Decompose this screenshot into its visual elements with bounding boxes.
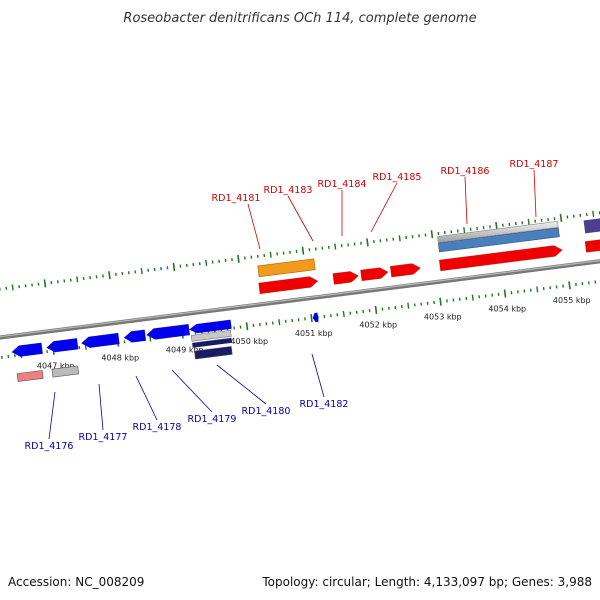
gene-label: RD1_4181 <box>212 193 261 204</box>
gene-label: RD1_4179 <box>188 414 237 425</box>
gene-feature-strip <box>194 346 233 360</box>
leader-line <box>247 203 261 250</box>
tick-mark-outer <box>76 276 79 283</box>
tick-mark-outer <box>592 210 595 217</box>
leader-line <box>370 182 398 233</box>
gene-label: RD1_4178 <box>133 422 182 433</box>
leader-line <box>135 375 158 421</box>
genome-backbone <box>0 259 600 340</box>
leader-line <box>216 364 267 405</box>
tick-mark-outer <box>398 235 401 242</box>
tick-mark-outer <box>205 259 208 266</box>
leader-line <box>287 195 314 242</box>
tick-mark-outer <box>11 284 14 291</box>
tick-mark-inner <box>536 286 539 293</box>
gene-feature-strip <box>51 365 80 378</box>
gene-feature-strip <box>192 337 233 348</box>
tick-label: 4054 kbp <box>488 304 526 313</box>
tick-mark-inner <box>310 314 313 323</box>
tick-label: 4048 kbp <box>101 354 139 363</box>
genes <box>11 218 600 382</box>
gene-label: RD1_4185 <box>373 172 422 183</box>
tick-mark-outer <box>43 279 47 288</box>
tick-mark-outer <box>172 262 176 272</box>
map-title: Roseobacter denitrificans OCh 114, compl… <box>123 11 476 26</box>
gene-feature-strip <box>583 218 600 234</box>
tick-marks: 4047 kbp 4048 kbp 4049 kbp 4050 kbp 4051 kbp… <box>0 210 600 371</box>
gene-arrow-plus <box>438 245 563 272</box>
tick-mark-outer <box>334 243 337 250</box>
tick-mark-outer <box>301 246 305 255</box>
gene-arrow-minus <box>81 332 120 348</box>
tick-label: 4053 kbp <box>424 313 462 322</box>
gene-arrow-plus <box>258 276 319 295</box>
gene-label: RD1_4182 <box>300 399 349 410</box>
summary-text: Topology: circular; Length: 4,133,097 bp… <box>261 575 592 589</box>
gene-arrow-plus <box>332 271 359 285</box>
tick-mark-outer <box>140 268 143 275</box>
tick-label: 4050 kbp <box>230 337 268 346</box>
tick-mark-inner <box>245 322 249 331</box>
gene-feature-strip <box>190 330 232 342</box>
gene-arrow-plus <box>360 267 389 282</box>
tick-mark-outer <box>463 227 466 234</box>
gene-arrow-minus <box>188 319 232 334</box>
leader-line <box>464 176 468 225</box>
gene-label: RD1_4180 <box>242 406 291 417</box>
leader-line <box>98 383 104 431</box>
tick-mark-outer <box>237 254 240 263</box>
tick-mark-outer <box>430 230 434 239</box>
leader-line <box>311 353 325 398</box>
tick-mark-inner <box>568 281 571 290</box>
gene-label: RD1_4187 <box>510 159 559 170</box>
tick-label: 4049 kbp <box>166 345 204 354</box>
tick-mark-outer <box>559 213 563 222</box>
gene-arrow-minus <box>312 312 319 323</box>
leader-line <box>48 391 56 440</box>
tick-mark-outer <box>269 251 272 258</box>
accession-text: Accession: NC_008209 <box>8 575 144 589</box>
tick-mark-outer <box>495 221 498 231</box>
gene-label: RD1_4176 <box>25 441 74 452</box>
gene-feature-strip <box>437 227 560 253</box>
tick-mark-inner <box>471 294 474 301</box>
tick-mark-outer <box>366 238 369 247</box>
tick-label: 4051 kbp <box>295 329 333 338</box>
gene-arrow-minus <box>123 329 147 343</box>
tick-label: 4055 kbp <box>553 296 591 305</box>
gene-arrow-plus <box>584 239 600 253</box>
gene-label: RD1_4184 <box>318 179 367 190</box>
tick-mark-outer <box>527 218 530 226</box>
gene-label: RD1_4186 <box>441 166 490 177</box>
leader-line <box>533 169 537 218</box>
gene-label: RD1_4177 <box>79 432 128 443</box>
gene-feature-strip <box>437 220 559 243</box>
tick-label: 4047 kbp <box>37 362 75 371</box>
tick-mark-inner <box>278 319 281 326</box>
gene-arrow-minus <box>46 338 79 353</box>
backbone-highlight <box>0 259 600 338</box>
tick-mark-inner <box>407 302 410 309</box>
tick-mark-outer <box>108 271 111 280</box>
backbone-line <box>0 259 600 340</box>
gene-feature-strip <box>16 370 44 382</box>
gene-label: RD1_4183 <box>264 185 313 196</box>
gene-arrow-plus <box>389 263 421 278</box>
tick-mark-inner <box>503 289 507 298</box>
gene-feature-strip <box>257 258 316 278</box>
tick-label: 4052 kbp <box>359 321 397 330</box>
gene-arrow-minus <box>11 342 43 357</box>
leader-line <box>171 369 213 413</box>
tick-mark-inner <box>342 310 345 318</box>
tick-mark-inner <box>439 297 442 306</box>
tick-mark-inner <box>374 305 378 314</box>
